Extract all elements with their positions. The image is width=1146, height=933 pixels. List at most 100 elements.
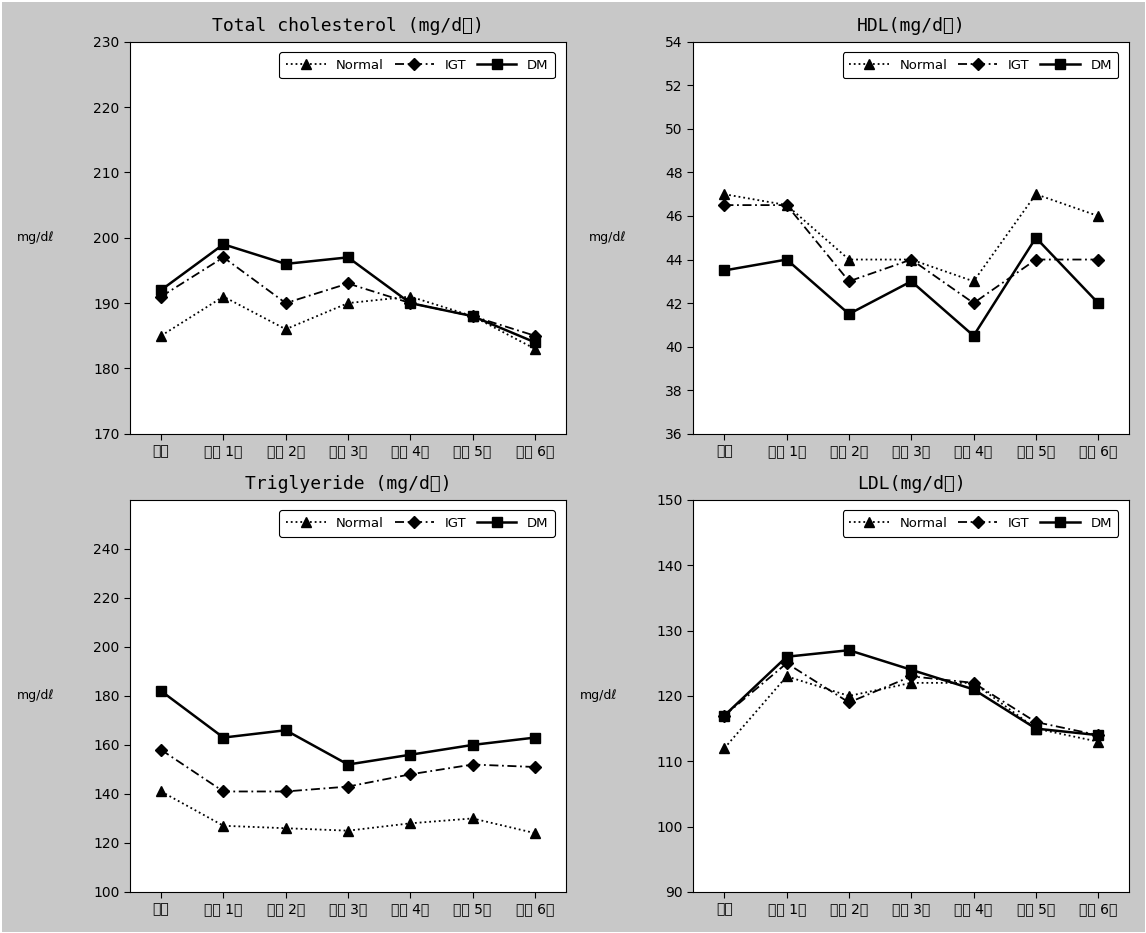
IGT <box>528 330 542 341</box>
Normal <box>217 820 230 831</box>
DM <box>779 651 793 662</box>
DM <box>904 276 918 287</box>
DM <box>1091 298 1105 309</box>
IGT <box>1091 730 1105 741</box>
IGT <box>217 252 230 263</box>
IGT <box>155 745 168 756</box>
DM <box>1029 723 1043 734</box>
Line: DM: DM <box>720 646 1104 740</box>
Normal <box>403 291 417 302</box>
Normal <box>465 813 479 824</box>
Legend: Normal, IGT, DM: Normal, IGT, DM <box>280 510 555 536</box>
Legend: Normal, IGT, DM: Normal, IGT, DM <box>280 52 555 78</box>
IGT <box>278 786 292 797</box>
Line: IGT: IGT <box>720 659 1102 739</box>
IGT <box>779 200 793 211</box>
Normal <box>842 254 856 265</box>
DM <box>779 254 793 265</box>
DM <box>967 684 981 695</box>
DM <box>904 664 918 675</box>
Normal <box>717 188 731 200</box>
Normal <box>528 828 542 839</box>
Y-axis label: mg/dℓ: mg/dℓ <box>17 689 54 703</box>
IGT <box>717 710 731 721</box>
IGT <box>465 311 479 322</box>
Line: IGT: IGT <box>720 201 1102 307</box>
Normal <box>1029 188 1043 200</box>
Y-axis label: mg/dℓ: mg/dℓ <box>580 689 618 703</box>
DM <box>967 330 981 341</box>
Title: Total cholesterol (mg/dℓ): Total cholesterol (mg/dℓ) <box>212 17 484 35</box>
DM <box>278 258 292 270</box>
DM <box>217 239 230 250</box>
Line: IGT: IGT <box>157 253 539 340</box>
Normal <box>967 276 981 287</box>
Normal <box>1091 210 1105 221</box>
Normal <box>1029 723 1043 734</box>
IGT <box>342 278 355 289</box>
Line: Normal: Normal <box>720 189 1104 286</box>
Normal <box>155 786 168 797</box>
Normal <box>967 677 981 689</box>
Normal <box>904 677 918 689</box>
DM <box>1091 730 1105 741</box>
IGT <box>717 200 731 211</box>
DM <box>717 710 731 721</box>
Normal <box>1091 736 1105 747</box>
DM <box>465 311 479 322</box>
Legend: Normal, IGT, DM: Normal, IGT, DM <box>842 510 1118 536</box>
Normal <box>779 671 793 682</box>
IGT <box>217 786 230 797</box>
DM <box>155 285 168 296</box>
DM <box>217 732 230 744</box>
DM <box>717 265 731 276</box>
Normal <box>342 298 355 309</box>
DM <box>842 645 856 656</box>
Line: DM: DM <box>156 240 540 347</box>
IGT <box>779 658 793 669</box>
IGT <box>1029 717 1043 728</box>
DM <box>1029 232 1043 244</box>
IGT <box>967 298 981 309</box>
DM <box>403 298 417 309</box>
Line: IGT: IGT <box>157 745 539 796</box>
DM <box>528 732 542 744</box>
IGT <box>465 759 479 770</box>
IGT <box>1029 254 1043 265</box>
IGT <box>842 697 856 708</box>
IGT <box>403 298 417 309</box>
Normal <box>465 311 479 322</box>
Normal <box>278 324 292 335</box>
Normal <box>904 254 918 265</box>
Line: DM: DM <box>720 233 1104 341</box>
Normal <box>217 291 230 302</box>
IGT <box>904 254 918 265</box>
Title: LDL(mg/dℓ): LDL(mg/dℓ) <box>857 475 966 493</box>
Normal <box>403 817 417 829</box>
Title: HDL(mg/dℓ): HDL(mg/dℓ) <box>857 17 966 35</box>
Line: Normal: Normal <box>156 787 540 838</box>
IGT <box>842 276 856 287</box>
DM <box>342 252 355 263</box>
IGT <box>528 761 542 773</box>
Y-axis label: mg/dℓ: mg/dℓ <box>17 231 54 244</box>
Normal <box>842 690 856 702</box>
DM <box>465 739 479 750</box>
DM <box>403 749 417 760</box>
Legend: Normal, IGT, DM: Normal, IGT, DM <box>842 52 1118 78</box>
Normal <box>155 330 168 341</box>
DM <box>342 759 355 770</box>
Normal <box>717 743 731 754</box>
Normal <box>779 200 793 211</box>
IGT <box>1091 254 1105 265</box>
DM <box>528 337 542 348</box>
IGT <box>278 298 292 309</box>
Line: Normal: Normal <box>156 292 540 354</box>
Y-axis label: mg/dℓ: mg/dℓ <box>589 231 627 244</box>
Normal <box>278 823 292 834</box>
DM <box>278 725 292 736</box>
IGT <box>403 769 417 780</box>
DM <box>842 309 856 320</box>
IGT <box>342 781 355 792</box>
IGT <box>967 677 981 689</box>
